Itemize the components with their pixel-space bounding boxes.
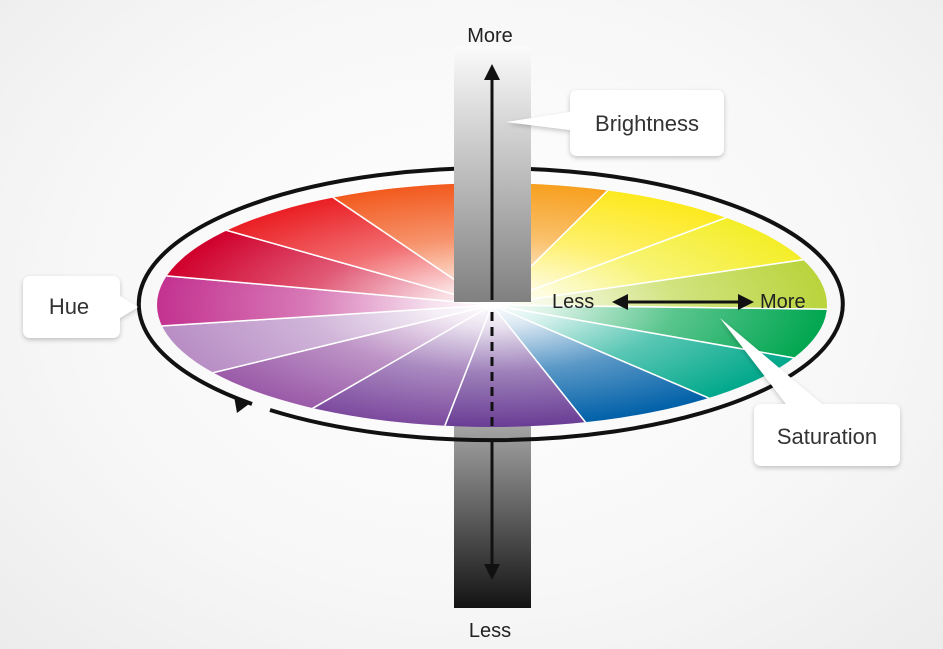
brightness-callout (506, 90, 724, 156)
saturation-arrow-left-icon (612, 294, 628, 310)
hue-ring-arrowhead (234, 396, 249, 413)
brightness-arrow-up-icon (484, 64, 500, 80)
saturation-less-label: Less (552, 291, 594, 313)
hue-callout-label: Hue (49, 294, 89, 319)
brightness-arrow-down-icon (484, 564, 500, 580)
saturation-callout (720, 318, 900, 466)
brightness-more-label: More (467, 25, 513, 47)
hue-callout (23, 276, 138, 338)
saturation-arrow-right-icon (738, 294, 754, 310)
brightness-callout-label: Brightness (595, 111, 699, 136)
saturation-more-label: More (760, 291, 806, 313)
saturation-callout-label: Saturation (777, 424, 877, 449)
wheel-white-center (157, 183, 827, 427)
brightness-less-label: Less (469, 620, 511, 642)
hue-ring (136, 166, 845, 443)
